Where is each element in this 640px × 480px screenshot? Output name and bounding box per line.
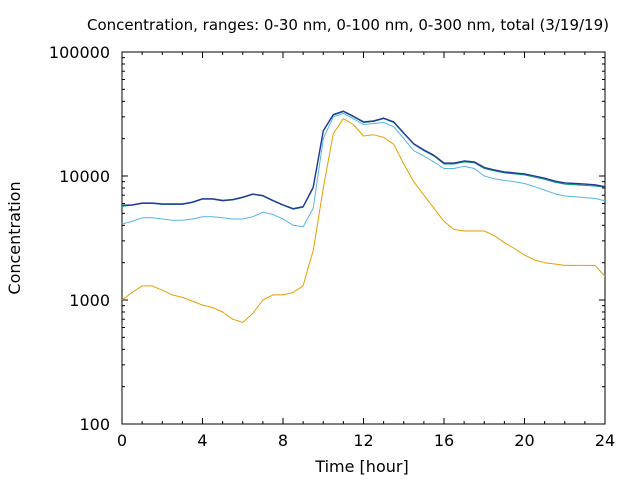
x-tick-label: 4 (197, 431, 207, 450)
y-tick-label: 1000 (69, 291, 110, 310)
chart-title: Concentration, ranges: 0-30 nm, 0-100 nm… (87, 16, 609, 34)
series-line-4 (121, 110, 606, 210)
x-tick-label: 16 (434, 431, 454, 450)
y-tick-label: 10000 (59, 167, 110, 186)
y-tick-label: 100 (79, 415, 110, 434)
x-tick-label: 24 (595, 431, 615, 450)
y-tick-label: 100000 (49, 43, 110, 62)
series-line-1 (121, 118, 606, 323)
x-tick-label: 20 (514, 431, 534, 450)
x-tick-label: 0 (117, 431, 127, 450)
series-line-2 (121, 112, 606, 228)
plot-frame (121, 51, 606, 425)
y-axis: 100 1000 10000 100000 (49, 43, 605, 434)
series-line-3 (121, 111, 606, 210)
x-axis-label: Time [hour] (314, 457, 408, 476)
x-tick-label: 12 (353, 431, 373, 450)
y-axis-label: Concentration (5, 181, 24, 294)
series-group (121, 110, 606, 323)
x-tick-label: 8 (278, 431, 288, 450)
x-axis: 0 4 8 12 16 20 24 (117, 52, 615, 450)
